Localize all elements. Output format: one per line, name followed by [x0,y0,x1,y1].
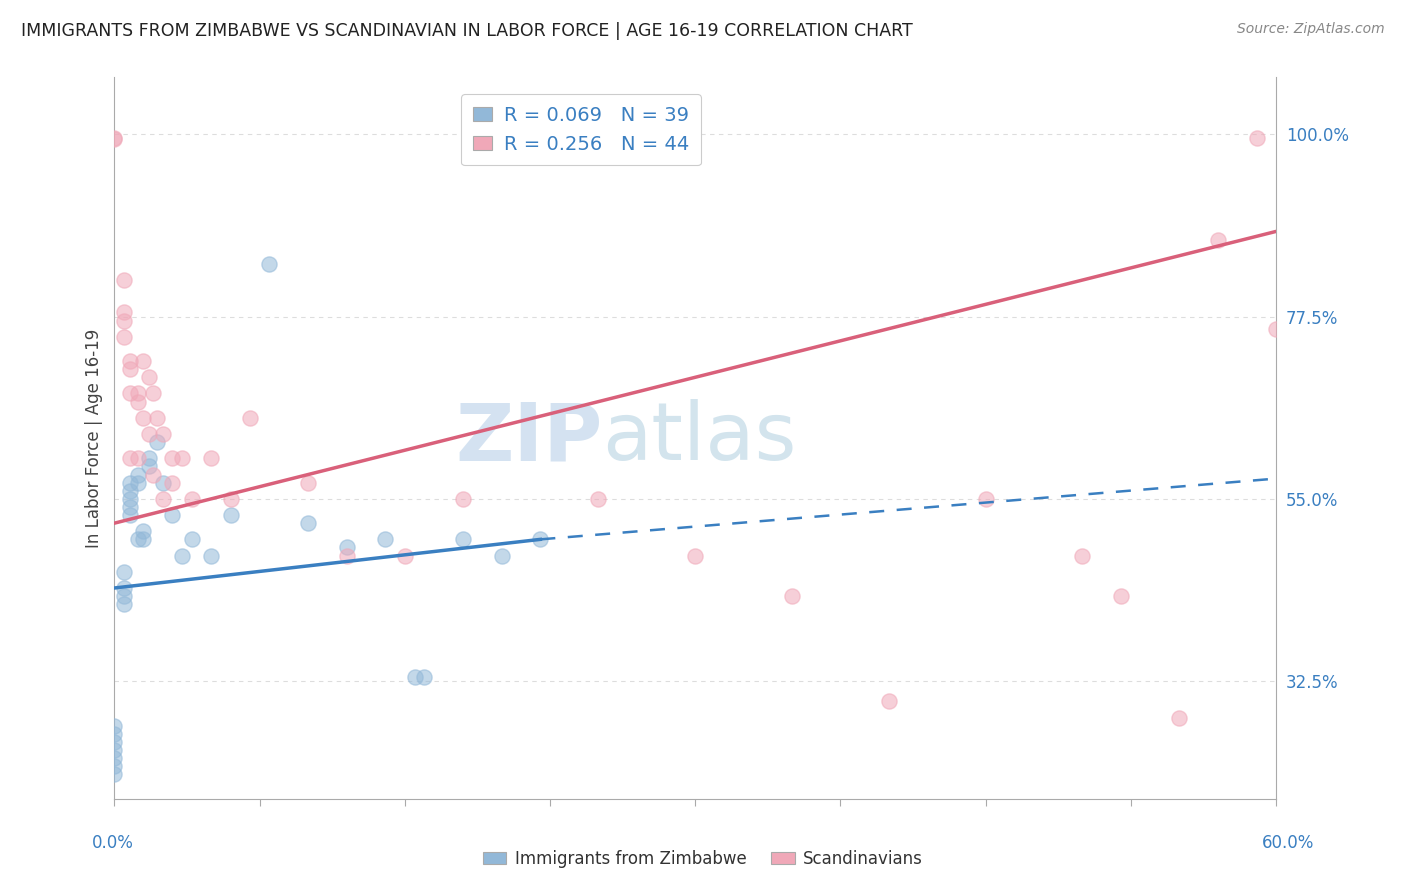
Point [112,581,135,595]
Point [374,533,396,547]
Point [297,475,319,490]
Point [103,132,125,146]
Point [394,549,416,563]
Point [118,491,141,506]
Point [103,131,125,145]
Point [1265,321,1288,335]
Point [142,467,165,482]
Point [974,491,997,506]
Text: ZIP: ZIP [456,399,602,477]
Point [127,467,149,482]
Point [112,305,135,319]
Point [118,475,141,490]
Point [127,386,149,401]
Point [404,670,426,684]
Point [132,354,155,368]
Point [146,410,169,425]
Point [239,410,262,425]
Point [103,767,125,781]
Legend: Immigrants from Zimbabwe, Scandinavians: Immigrants from Zimbabwe, Scandinavians [477,844,929,875]
Point [132,410,155,425]
Point [118,354,141,368]
Point [200,549,222,563]
Point [259,257,281,271]
Point [142,386,165,401]
Point [118,451,141,466]
Point [162,508,184,522]
Point [152,475,174,490]
Point [112,313,135,327]
Point [219,508,242,522]
Point [138,370,160,384]
Point [146,435,169,450]
Point [103,751,125,765]
Point [297,516,319,531]
Point [1168,711,1191,725]
Point [451,533,474,547]
Point [219,491,242,506]
Point [162,451,184,466]
Text: 60.0%: 60.0% [1263,834,1315,852]
Point [103,719,125,733]
Point [112,330,135,344]
Text: IMMIGRANTS FROM ZIMBABWE VS SCANDINAVIAN IN LABOR FORCE | AGE 16-19 CORRELATION : IMMIGRANTS FROM ZIMBABWE VS SCANDINAVIAN… [21,22,912,40]
Point [118,508,141,522]
Point [1246,131,1268,145]
Point [336,541,359,555]
Point [112,589,135,603]
Point [118,483,141,498]
Point [336,549,359,563]
Point [112,273,135,287]
Point [127,394,149,409]
Point [127,451,149,466]
Point [103,759,125,773]
Point [118,500,141,514]
Text: 0.0%: 0.0% [91,834,134,852]
Point [103,727,125,741]
Point [152,427,174,442]
Point [127,533,149,547]
Point [138,459,160,474]
Point [172,549,194,563]
Point [1206,233,1229,247]
Point [180,491,202,506]
Point [138,451,160,466]
Point [413,670,436,684]
Point [127,475,149,490]
Point [132,524,155,539]
Text: Source: ZipAtlas.com: Source: ZipAtlas.com [1237,22,1385,37]
Point [877,694,900,708]
Point [683,549,706,563]
Text: atlas: atlas [602,399,797,477]
Point [451,491,474,506]
Point [491,549,513,563]
Point [112,597,135,611]
Point [112,565,135,579]
Point [103,735,125,749]
Point [132,533,155,547]
Point [180,533,202,547]
Point [1109,589,1132,603]
Point [1071,549,1094,563]
Legend: R = 0.069   N = 39, R = 0.256   N = 44: R = 0.069 N = 39, R = 0.256 N = 44 [461,95,700,165]
Point [588,491,610,506]
Point [118,386,141,401]
Point [162,475,184,490]
Y-axis label: In Labor Force | Age 16-19: In Labor Force | Age 16-19 [86,328,103,548]
Point [780,589,803,603]
Point [118,362,141,376]
Point [103,743,125,757]
Point [529,533,551,547]
Point [200,451,222,466]
Point [172,451,194,466]
Point [138,427,160,442]
Point [152,491,174,506]
